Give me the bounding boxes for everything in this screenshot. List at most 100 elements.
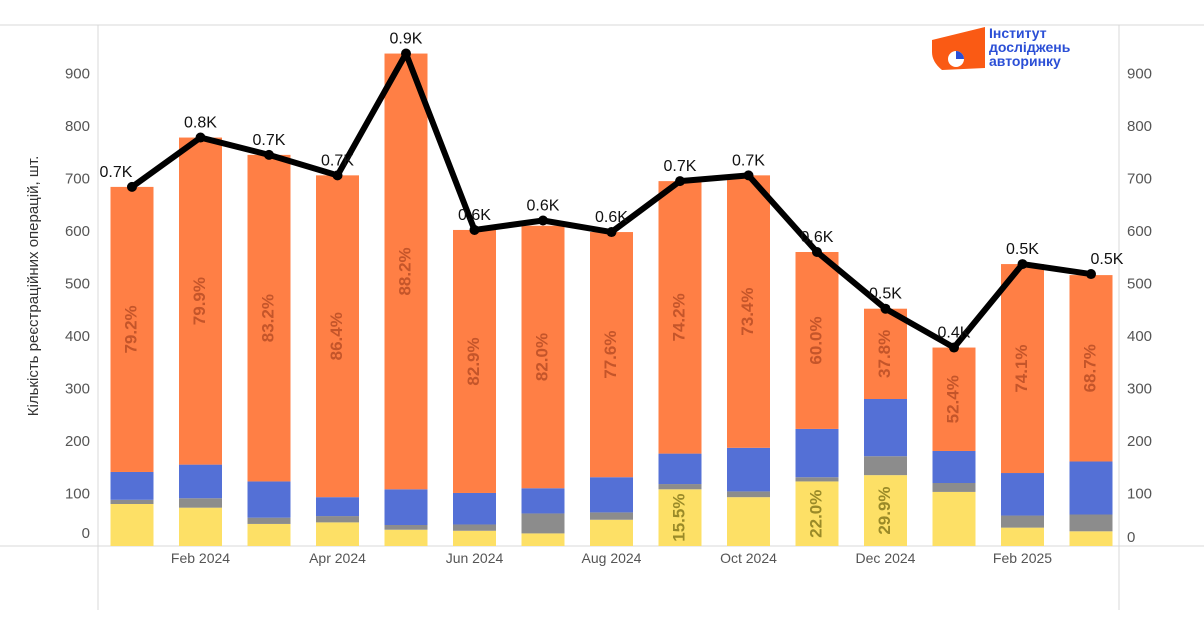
bar-segment-0-0 [110,504,154,546]
total-value-label: 0.6K [458,207,491,224]
bar-segment-6-2 [521,488,565,514]
y-tick-label: 300 [65,381,90,398]
percent-label: 29.9% [875,486,894,534]
total-point [401,48,411,59]
y-tick-label: 0 [82,525,90,542]
bar-segment-1-0 [179,507,222,546]
bar-segment-13-0 [1001,527,1044,546]
percent-label: 74.2% [669,293,688,341]
logo-line-2: досліджень [989,39,1071,55]
total-value-label: 0.5K [869,286,902,303]
bar-segment-0-3 [110,186,154,472]
bar-segment-5-3 [453,229,496,493]
total-value-label: 0.6K [595,209,628,226]
y-tick-label: 800 [65,118,90,135]
percent-label: 79.9% [190,277,209,325]
total-point [538,215,548,226]
bar-segment-3-1 [316,516,359,523]
bar-segment-10-1 [795,477,839,482]
bar-segment-10-3 [795,252,839,429]
bar-segment-11-2 [864,399,907,457]
percent-label: 73.4% [738,287,757,335]
y-tick-label: 500 [65,276,90,293]
bar-segment-9-3 [727,175,770,448]
y-tick-label: 200 [65,433,90,450]
y-tick-label: 100 [65,486,90,503]
bar-segment-3-0 [316,522,359,546]
total-value-label: 0.7K [100,164,133,181]
total-value-label: 0.4K [938,325,971,342]
bar-segment-7-2 [590,477,633,513]
bar-segment-13-2 [1001,473,1044,516]
bar-segment-14-0 [1069,531,1113,546]
institute-logo: Інститут досліджень авторинку [932,25,1071,70]
total-point [195,132,206,143]
y2-tick-label: 300 [1127,381,1152,398]
total-point [812,247,822,257]
x-tick-label: Feb 2025 [993,550,1052,566]
bar-segment-8-3 [658,181,702,454]
bar-segment-10-0 [795,481,839,546]
bar-segment-6-0 [521,533,565,546]
total-point [606,227,617,238]
total-value-label: 0.5K [1091,251,1124,268]
percent-label: 77.6% [601,331,620,379]
bar-segment-0-1 [110,499,154,504]
x-tick-label: Aug 2024 [582,550,642,566]
y-tick-label: 400 [65,328,90,345]
bar-segment-12-1 [932,483,976,492]
total-point [1017,259,1028,270]
bar-segment-11-3 [864,308,907,399]
bar-segment-14-3 [1069,275,1113,462]
percent-label: 86.4% [327,312,346,360]
percent-label: 88.2% [395,247,414,295]
bar-segment-3-3 [316,175,359,498]
bar-segment-9-1 [727,491,770,498]
y2-tick-label: 700 [1127,171,1152,188]
bar-segment-9-0 [727,497,770,546]
percent-label: 37.8% [875,330,894,378]
bar-segment-12-3 [932,347,976,451]
bar-segment-6-3 [521,225,565,489]
total-point [743,170,754,181]
bars-group [110,53,1113,546]
y-axis-label: Кількість реєстраційних операцій, шт. [25,156,42,416]
total-point [127,181,137,192]
logo-line-3: авторинку [989,53,1061,69]
total-point [880,303,891,314]
bar-segment-2-1 [247,517,291,524]
x-tick-label: Jun 2024 [446,550,504,566]
bar-segment-11-1 [864,456,907,476]
percent-label: 82.0% [532,333,551,381]
total-point [469,224,480,235]
bar-segment-13-1 [1001,515,1044,528]
axes-group: 0 100 200 300 400 500 600 700 800 900 0 100 200 300 40… [25,66,1152,567]
x-tick-label: Feb 2024 [171,550,230,566]
total-value-label: 0.9K [390,31,423,48]
percent-label: 83.2% [258,294,277,342]
logo-flag-shape [932,27,985,70]
y-tick-label: 900 [65,66,90,83]
bar-segment-12-0 [932,491,976,546]
bar-segment-12-2 [932,450,976,483]
y-tick-label: 600 [65,223,90,240]
bar-segment-6-1 [521,513,565,534]
bar-segment-1-1 [179,498,222,508]
percent-label: 22.0% [806,490,825,538]
percent-labels-group: 79.2% 79.9% 83.2% 86.4% 88.2% 82.9% 82.0% 77.6%… [121,247,1099,541]
bar-segment-13-3 [1001,264,1044,474]
total-value-label: 0.7K [732,152,765,169]
logo-pie-slice [956,51,964,59]
bar-segment-0-2 [110,471,154,500]
x-tick-label: Apr 2024 [309,550,366,566]
total-point [332,170,343,181]
x-tick-label: Oct 2024 [720,550,777,566]
percent-label: 82.9% [464,337,483,385]
total-point [675,176,685,187]
y2-tick-label: 900 [1127,66,1152,83]
bar-segment-14-2 [1069,461,1113,515]
percent-label: 15.5% [669,494,688,542]
bar-segment-8-2 [658,453,702,485]
bar-segment-4-2 [384,489,428,525]
